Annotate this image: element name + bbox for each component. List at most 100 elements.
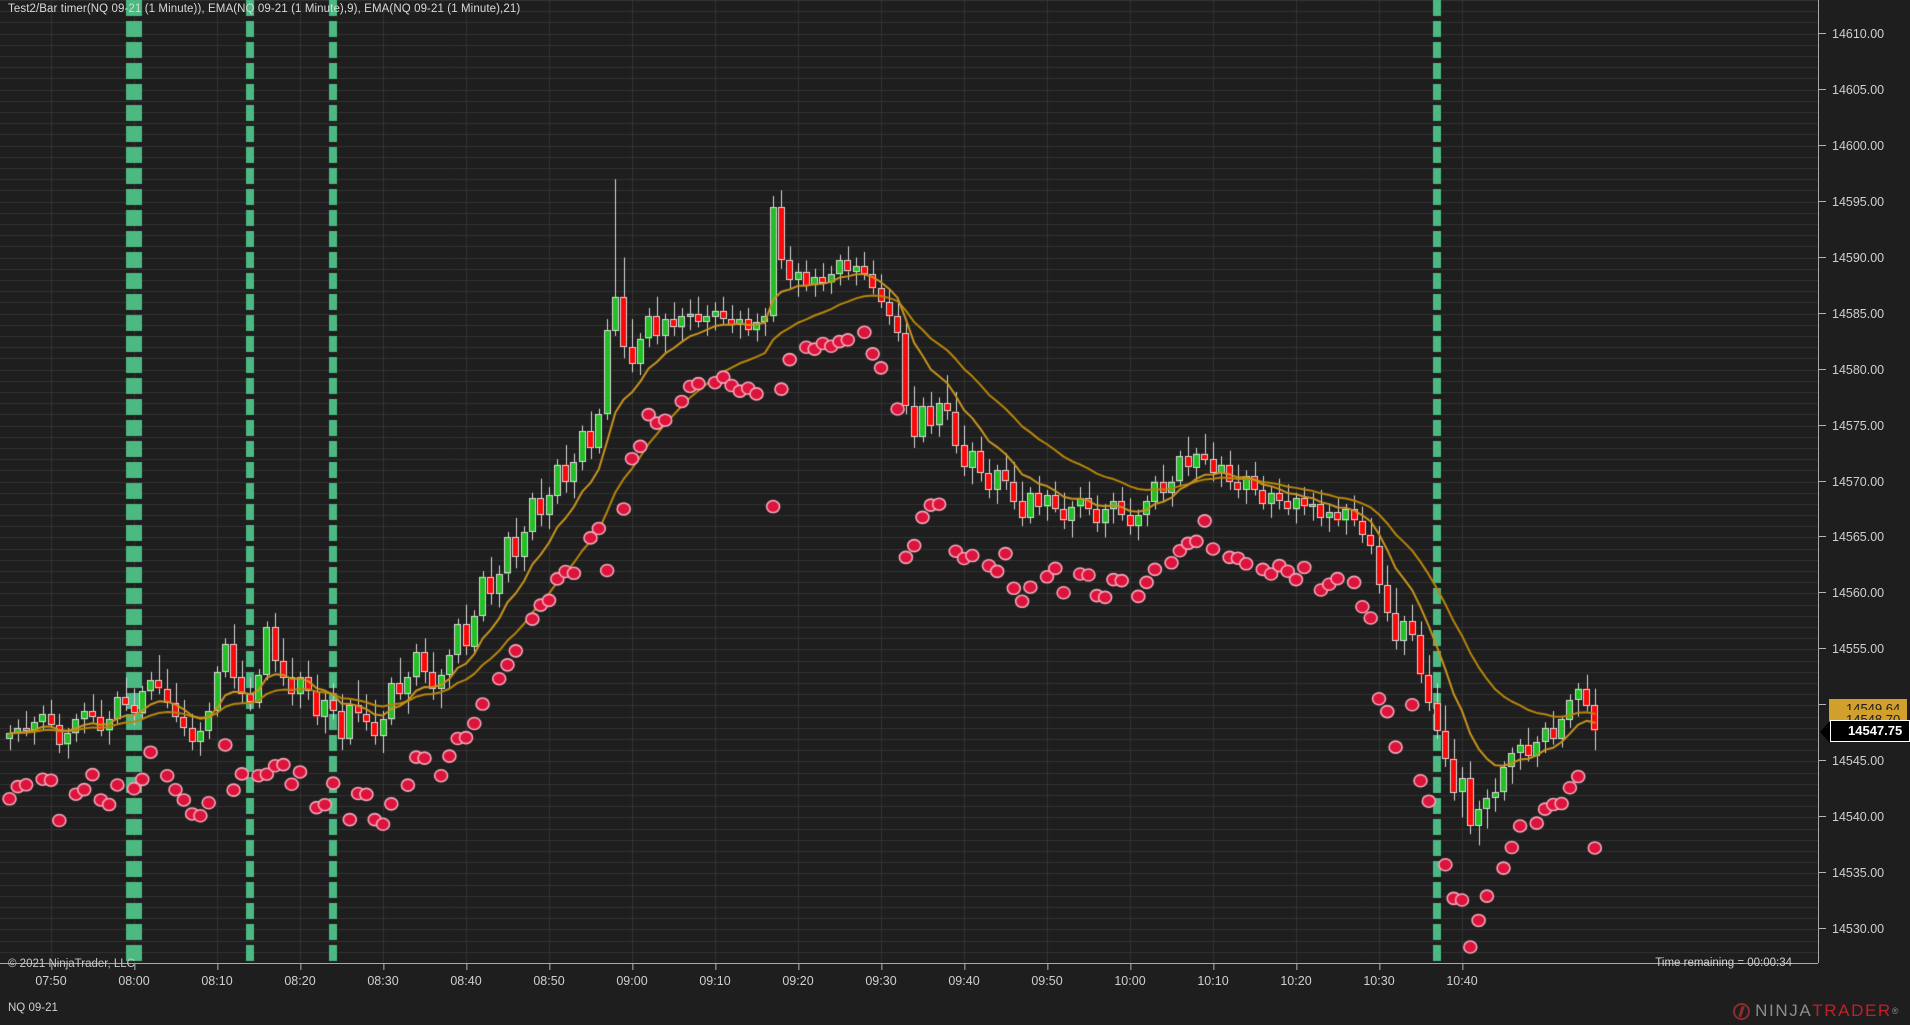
time-tick-mark <box>134 964 135 970</box>
time-tick-mark <box>217 964 218 970</box>
time-axis-tick: 08:10 <box>201 964 233 988</box>
copyright-label: © 2021 NinjaTrader, LLC <box>8 958 135 970</box>
price-axis-tick: 14600.00 <box>1819 139 1910 153</box>
time-axis-tick: 09:50 <box>1031 964 1063 988</box>
time-axis-tick: 08:40 <box>450 964 482 988</box>
time-tick-mark <box>964 964 965 970</box>
time-axis-tick: 08:00 <box>118 964 150 988</box>
time-tick-label: 07:50 <box>35 974 67 988</box>
price-tick-label: 14585.00 <box>1832 306 1885 321</box>
chart-plot-area[interactable] <box>0 0 1818 963</box>
price-tick-mark <box>1819 928 1826 930</box>
price-tick-mark <box>1819 760 1826 762</box>
time-tick-mark <box>1296 964 1297 970</box>
time-tick-mark <box>1047 964 1048 970</box>
price-tick-mark <box>1819 872 1826 874</box>
time-axis-tick: 09:10 <box>699 964 731 988</box>
time-axis-tick: 07:50 <box>35 964 67 988</box>
time-tick-label: 10:00 <box>1114 974 1146 988</box>
price-tick-mark <box>1819 536 1826 538</box>
time-axis-tick: 08:30 <box>367 964 399 988</box>
time-tick-label: 09:20 <box>782 974 814 988</box>
price-tick-mark <box>1819 480 1826 482</box>
time-axis-tick: 10:00 <box>1114 964 1146 988</box>
last-price-marker[interactable]: 14547.75 <box>1819 719 1910 743</box>
time-axis-tick: 09:40 <box>948 964 980 988</box>
time-tick-mark <box>1379 964 1380 970</box>
price-tick-mark <box>1819 88 1826 90</box>
price-axis-tick: 14570.00 <box>1819 475 1910 489</box>
price-axis-tick: 14575.00 <box>1819 419 1910 433</box>
time-tick-mark <box>383 964 384 970</box>
logo-registered-mark: ® <box>1891 1006 1900 1016</box>
price-tick-label: 14605.00 <box>1832 82 1885 97</box>
price-tick-mark <box>1819 704 1826 706</box>
price-tick-label: 14560.00 <box>1832 586 1885 601</box>
price-tick-label: 14555.00 <box>1832 642 1885 657</box>
time-tick-label: 08:40 <box>450 974 482 988</box>
price-tick-label: 14575.00 <box>1832 418 1885 433</box>
instrument-label: NQ 09-21 <box>8 1002 58 1014</box>
time-tick-label: 09:00 <box>616 974 648 988</box>
price-tick-mark <box>1819 200 1826 202</box>
time-axis-tick: 09:00 <box>616 964 648 988</box>
price-axis-tick: 14545.00 <box>1819 754 1910 768</box>
price-tick-label: 14610.00 <box>1832 26 1885 41</box>
price-tick-mark <box>1819 816 1826 818</box>
time-tick-label: 08:00 <box>118 974 150 988</box>
time-tick-label: 09:40 <box>948 974 980 988</box>
time-tick-mark <box>1213 964 1214 970</box>
price-axis-tick: 14535.00 <box>1819 866 1910 880</box>
price-axis[interactable]: 14610.00 14605.00 14600.00 14595.00 14590.00… <box>1818 0 1910 963</box>
time-tick-label: 09:10 <box>699 974 731 988</box>
time-axis-tick: 09:30 <box>865 964 897 988</box>
time-tick-label: 10:30 <box>1363 974 1395 988</box>
time-tick-mark <box>51 964 52 970</box>
time-axis-tick: 09:20 <box>782 964 814 988</box>
time-tick-label: 10:10 <box>1197 974 1229 988</box>
time-axis-tick: 10:40 <box>1446 964 1478 988</box>
price-tick-label: 14580.00 <box>1832 362 1885 377</box>
ninjatrader-mark-icon <box>1733 1002 1751 1020</box>
price-tick-label: 14535.00 <box>1832 866 1885 881</box>
time-tick-label: 09:50 <box>1031 974 1063 988</box>
time-tick-mark <box>798 964 799 970</box>
time-tick-label: 10:40 <box>1446 974 1478 988</box>
price-axis-tick: 14560.00 <box>1819 586 1910 600</box>
time-tick-mark <box>1462 964 1463 970</box>
time-axis-tick: 10:30 <box>1363 964 1395 988</box>
price-tick-mark <box>1819 368 1826 370</box>
price-axis-tick: 14585.00 <box>1819 307 1910 321</box>
price-axis-tick: 14610.00 <box>1819 27 1910 41</box>
price-axis-tick: 14555.00 <box>1819 642 1910 656</box>
price-tick-label: 14570.00 <box>1832 474 1885 489</box>
price-axis-tick: 14590.00 <box>1819 251 1910 265</box>
time-tick-mark <box>632 964 633 970</box>
logo-trader-text: TRADER <box>1812 1001 1892 1020</box>
time-tick-label: 08:10 <box>201 974 233 988</box>
chart-title: Test2/Bar timer(NQ 09-21 (1 Minute)), EM… <box>8 3 521 15</box>
price-tick-label: 14600.00 <box>1832 138 1885 153</box>
time-axis[interactable]: 07:50 08:00 08:10 08:20 08:30 08:40 08:50 09:00… <box>0 963 1818 997</box>
time-axis-tick: 10:20 <box>1280 964 1312 988</box>
price-tick-mark <box>1819 256 1826 258</box>
price-tick-label: 14545.00 <box>1832 754 1885 769</box>
time-tick-mark <box>300 964 301 970</box>
chart-data-canvas <box>0 0 1818 963</box>
price-tick-label: 14595.00 <box>1832 194 1885 209</box>
time-tick-label: 09:30 <box>865 974 897 988</box>
price-tick-label: 14530.00 <box>1832 922 1885 937</box>
ninjatrader-logo: NINJA TRADER ® <box>1733 1000 1900 1022</box>
price-axis-tick: 14540.00 <box>1819 810 1910 824</box>
time-tick-label: 10:20 <box>1280 974 1312 988</box>
time-tick-label: 08:20 <box>284 974 316 988</box>
price-tick-mark <box>1819 144 1826 146</box>
bar-timer-status: Time remaining = 00:00:34 <box>1655 957 1792 969</box>
price-tick-mark <box>1819 312 1826 314</box>
time-tick-mark <box>881 964 882 970</box>
price-tick-label: 14565.00 <box>1832 530 1885 545</box>
price-tick-mark <box>1819 592 1826 594</box>
time-tick-label: 08:50 <box>533 974 565 988</box>
price-tick-mark <box>1819 648 1826 650</box>
